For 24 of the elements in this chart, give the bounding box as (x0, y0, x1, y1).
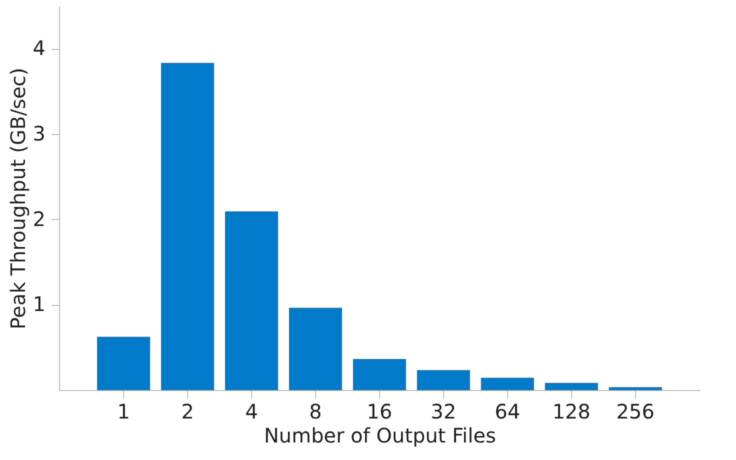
y-axis-title: Peak Throughput (GB/sec) (6, 68, 30, 330)
x-tick-label: 128 (552, 400, 591, 424)
bar (544, 382, 598, 390)
y-tick-label: 2 (32, 206, 46, 231)
bar (480, 378, 534, 390)
bar (161, 62, 214, 390)
bar (225, 211, 278, 390)
x-tick-label: 64 (494, 400, 520, 424)
x-tick-label: 1 (117, 400, 130, 424)
bar (352, 358, 406, 390)
y-tick-label: 3 (32, 122, 46, 146)
x-tick-label: 2 (181, 400, 194, 424)
x-tick-label: 32 (430, 400, 456, 424)
bar (289, 308, 342, 390)
y-tick-label: 1 (32, 292, 46, 316)
x-tick-label: 256 (616, 400, 654, 424)
x-tick-label: 8 (309, 400, 322, 424)
bar (97, 336, 150, 390)
bar (608, 387, 662, 390)
x-tick-label: 4 (245, 400, 258, 424)
x-tick-label: 16 (366, 400, 392, 424)
y-tick-label: 4 (32, 36, 46, 60)
x-axis-title: Number of Output Files (264, 424, 496, 448)
bar (416, 370, 470, 390)
